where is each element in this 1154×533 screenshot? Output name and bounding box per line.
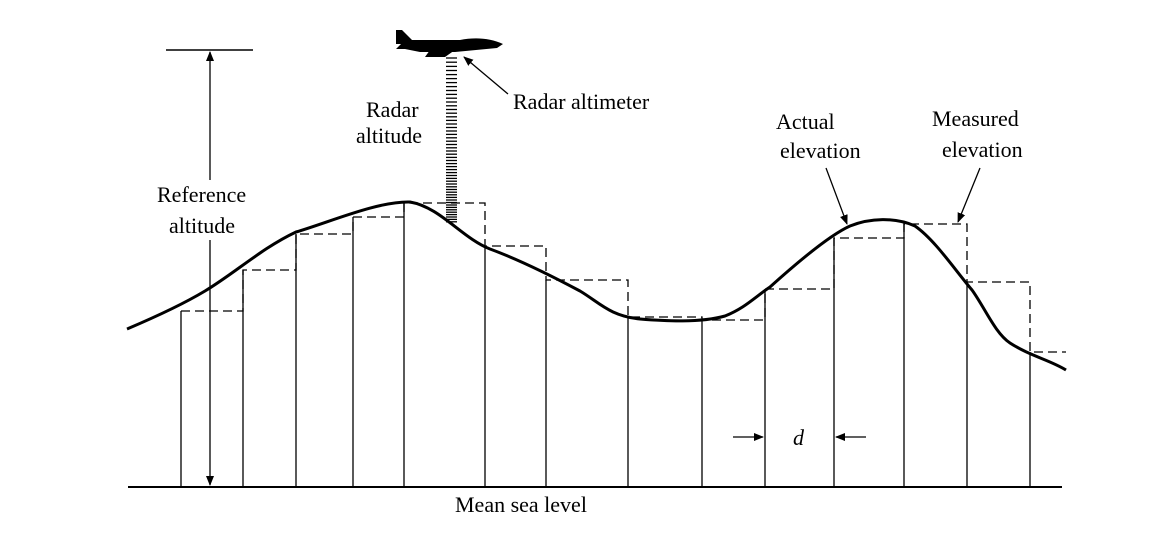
actual-elevation-label-line2: elevation <box>780 138 861 163</box>
radar-beam <box>446 57 457 223</box>
actual-elevation-label-line1: Actual <box>776 109 835 134</box>
radar-altimeter-label: Radar altimeter <box>513 89 650 114</box>
aircraft-icon <box>396 30 503 57</box>
reference-altitude-label-line2: altitude <box>169 213 235 238</box>
reference-altitude-label-line1: Reference <box>157 182 246 207</box>
actual-elevation-pointer <box>825 167 848 225</box>
radar-altitude-label-line1: Radar <box>366 97 419 122</box>
actual-elevation-curve <box>126 200 1067 372</box>
measured-elevation-label-line2: elevation <box>942 137 1023 162</box>
mean-sea-level-label: Mean sea level <box>455 492 587 517</box>
spacing-label: d <box>793 425 805 450</box>
sample-columns <box>180 203 1031 487</box>
measured-elevation-steps <box>181 202 1066 353</box>
radar-altitude-label-line2: altitude <box>356 123 422 148</box>
radar-altimeter-pointer <box>463 56 509 95</box>
measured-elevation-label-line1: Measured <box>932 106 1019 131</box>
measured-elevation-pointer <box>957 167 981 223</box>
